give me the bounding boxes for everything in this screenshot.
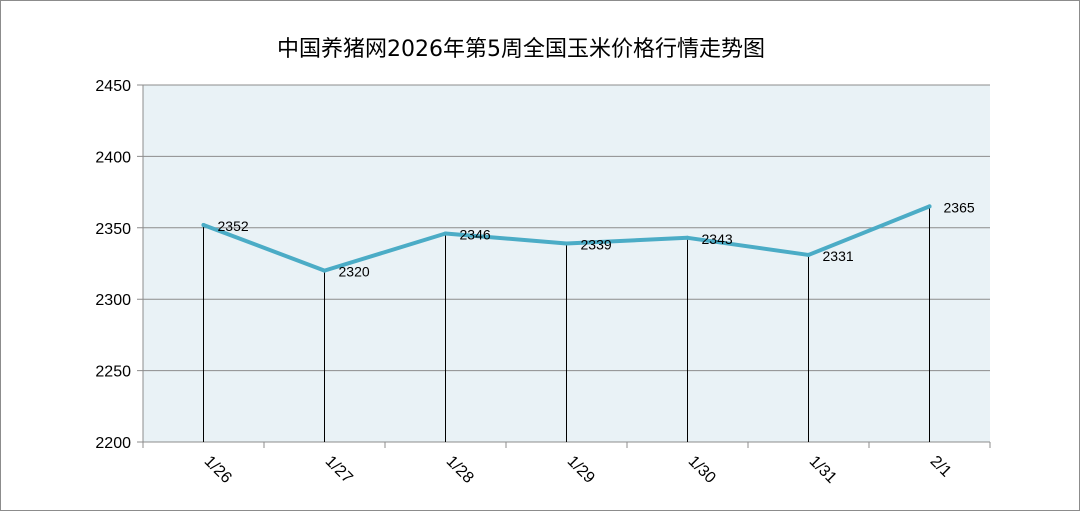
data-point — [443, 231, 448, 236]
y-tick-label: 2350 — [95, 221, 131, 238]
data-point — [201, 222, 206, 227]
y-tick-label: 2250 — [95, 364, 131, 381]
data-point — [806, 252, 811, 257]
data-label: 2352 — [218, 218, 249, 234]
y-tick-label: 2450 — [95, 78, 131, 95]
y-tick-label: 2400 — [95, 149, 131, 166]
data-label: 2346 — [460, 227, 491, 243]
y-tick-label: 2300 — [95, 292, 131, 309]
data-label: 2365 — [944, 199, 975, 215]
data-point — [564, 241, 569, 246]
x-tick-label: 1/31 — [806, 453, 840, 487]
x-tick-label: 1/27 — [322, 453, 356, 487]
data-point — [927, 204, 932, 209]
x-tick-label: 1/26 — [201, 453, 235, 487]
data-point — [322, 268, 327, 273]
data-label: 2320 — [339, 264, 370, 280]
y-tick-label: 2200 — [95, 435, 131, 452]
data-label: 2343 — [702, 231, 733, 247]
data-label: 2339 — [581, 237, 612, 253]
x-tick-label: 1/30 — [685, 453, 719, 487]
x-tick-label: 2/1 — [927, 453, 955, 481]
data-point — [685, 235, 690, 240]
chart-title: 中国养猪网2026年第5周全国玉米价格行情走势图 — [277, 37, 765, 62]
x-tick-label: 1/29 — [564, 453, 598, 487]
data-label: 2331 — [823, 248, 854, 264]
x-tick-label: 1/28 — [443, 453, 477, 487]
